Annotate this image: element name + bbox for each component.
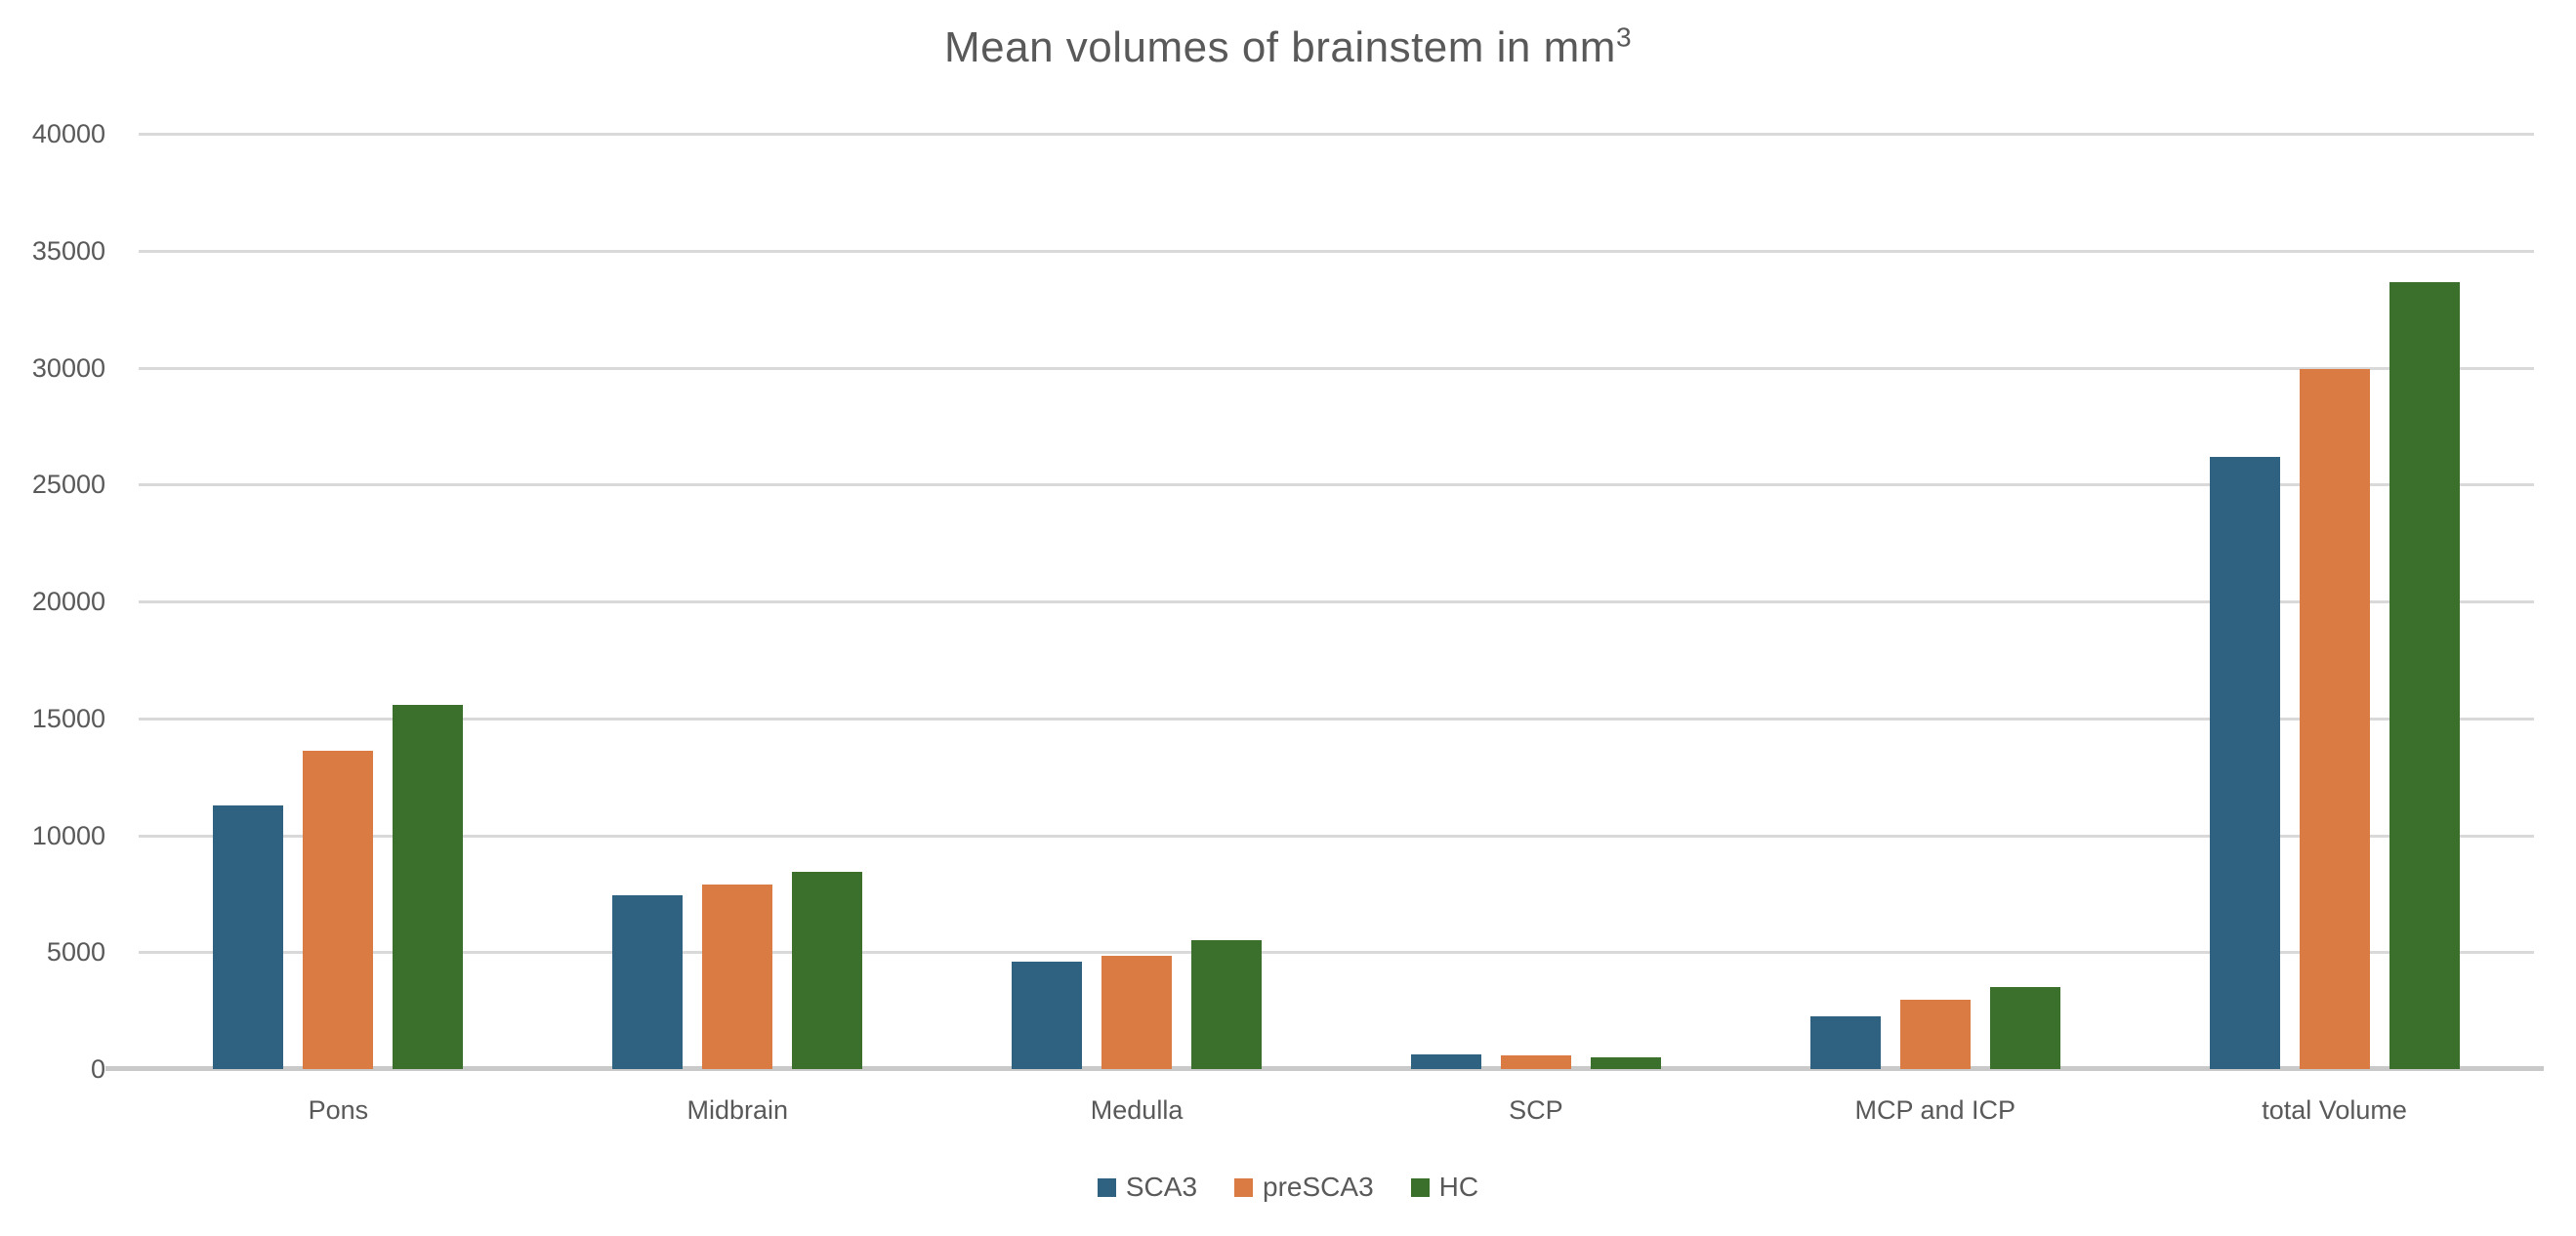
y-tick-label-0: 0 — [90, 1054, 105, 1084]
bar-sca3-pons — [213, 805, 284, 1069]
bar-sca3-mcp-and-icp — [1809, 1016, 1881, 1069]
legend-item-sca3: SCA3 — [1097, 1172, 1198, 1203]
legend-swatch-icon — [1234, 1177, 1254, 1197]
bar-group-total-volume — [2135, 134, 2534, 1069]
x-tick-label-medulla: Medulla — [1090, 1095, 1184, 1125]
y-tick-label-35000: 35000 — [31, 235, 105, 266]
x-tick-label-mcp-and-icp: MCP and ICP — [1854, 1095, 2016, 1125]
x-axis-tick-labels: Pons Midbrain Medulla SCP MCP and ICP total V… — [139, 1094, 2534, 1130]
bar-hc-midbrain — [792, 872, 863, 1069]
bar-group-midbrain — [538, 134, 937, 1069]
bar-hc-pons — [393, 705, 464, 1069]
bar-presca3-scp — [1500, 1055, 1571, 1069]
y-tick-label-40000: 40000 — [31, 119, 105, 148]
bar-group-medulla — [937, 134, 1337, 1069]
bar-hc-total-volume — [2389, 282, 2460, 1069]
legend-label: preSCA3 — [1263, 1172, 1374, 1202]
y-tick-label-30000: 30000 — [31, 352, 105, 383]
bar-presca3-pons — [303, 751, 374, 1069]
bar-presca3-medulla — [1101, 956, 1173, 1069]
chart-title-superscript: 3 — [1615, 21, 1633, 53]
gridline-40000 — [139, 133, 2534, 136]
y-axis-tick-labels: 0 5000 10000 15000 20000 25000 30000 35000 40000 — [0, 121, 105, 1083]
bar-sca3-total-volume — [2209, 457, 2280, 1069]
chart-legend: SCA3 preSCA3 HC — [0, 1172, 2576, 1203]
gridline-20000 — [139, 600, 2534, 603]
y-tick-label-10000: 10000 — [31, 820, 105, 850]
x-tick-label-total-volume: total Volume — [2262, 1095, 2407, 1125]
bar-sca3-scp — [1410, 1054, 1481, 1069]
bar-presca3-total-volume — [2299, 369, 2370, 1069]
y-tick-label-5000: 5000 — [46, 937, 105, 968]
bar-hc-mcp-and-icp — [1989, 987, 2060, 1069]
chart-title-text: Mean volumes of brainstem in mm — [943, 23, 1616, 71]
bar-group-scp — [1337, 134, 1736, 1069]
bar-sca3-medulla — [1012, 962, 1083, 1069]
legend-swatch-icon — [1097, 1177, 1116, 1197]
bar-hc-medulla — [1191, 940, 1263, 1069]
legend-label: SCA3 — [1125, 1172, 1198, 1202]
gridline-30000 — [139, 366, 2534, 370]
x-tick-label-midbrain: Midbrain — [686, 1095, 789, 1125]
legend-item-presca3: preSCA3 — [1234, 1172, 1374, 1203]
x-tick-label-scp: SCP — [1509, 1095, 1563, 1125]
bar-hc-scp — [1590, 1057, 1661, 1069]
legend-item-hc: HC — [1410, 1172, 1479, 1203]
y-tick-label-25000: 25000 — [31, 470, 105, 500]
x-axis-line — [105, 1066, 2544, 1071]
bar-group-pons — [139, 134, 538, 1069]
gridline-25000 — [139, 483, 2534, 487]
bar-presca3-midbrain — [702, 885, 773, 1069]
legend-label: HC — [1438, 1172, 1479, 1202]
y-tick-label-15000: 15000 — [31, 703, 105, 733]
bar-group-mcp-and-icp — [1735, 134, 2135, 1069]
plot-area — [105, 133, 2544, 1071]
bar-presca3-mcp-and-icp — [1899, 1000, 1971, 1069]
bar-sca3-midbrain — [612, 895, 684, 1069]
gridline-5000 — [139, 951, 2534, 955]
gridline-35000 — [139, 249, 2534, 253]
y-tick-label-20000: 20000 — [31, 587, 105, 616]
chart-title: Mean volumes of brainstem in mm3 — [0, 23, 2576, 72]
gridline-15000 — [139, 717, 2534, 721]
gridline-10000 — [139, 834, 2534, 838]
x-tick-label-pons: Pons — [308, 1095, 369, 1125]
legend-swatch-icon — [1410, 1177, 1430, 1197]
